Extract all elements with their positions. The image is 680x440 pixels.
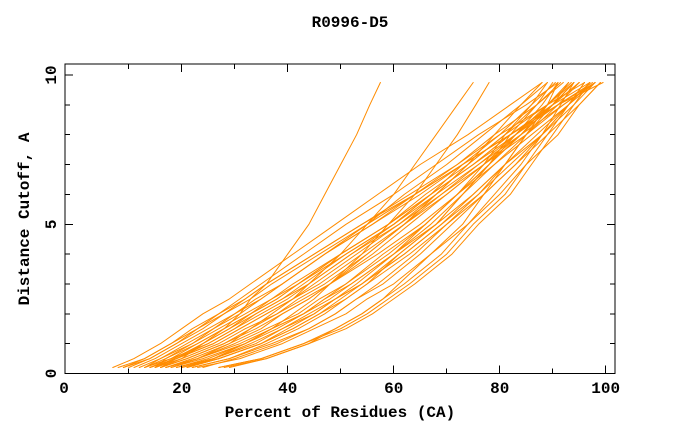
x-tick-label: 0 [59,380,69,398]
model-curve [181,82,591,368]
model-curve [165,82,575,368]
model-curve [138,82,593,368]
plot-frame [64,63,616,374]
x-tick-label: 80 [490,380,509,398]
model-curve [191,82,585,368]
model-curve [223,82,591,368]
y-tick-label: 10 [43,65,61,84]
model-curve [170,82,474,368]
model-curve [197,82,601,368]
model-curve [154,82,596,368]
model-curve [160,82,381,368]
model-curve [112,82,543,368]
model-curve [228,82,559,368]
model-curve [160,82,580,368]
y-axis-title: Distance Cutoff, A [16,132,34,305]
model-curve [186,82,601,368]
x-tick-label: 20 [172,380,191,398]
model-curve [154,82,572,368]
axes-layer: 0 20 40 60 80 100 0 5 10 [43,63,620,398]
model-curve [149,82,562,368]
chart-title: R0996-D5 [312,14,389,32]
model-curve [165,82,543,368]
model-curve [218,82,585,368]
model-curve [154,82,575,368]
model-curve [202,82,570,368]
y-tick-label: 5 [43,219,61,229]
model-curve [149,82,580,368]
x-tick-label: 60 [384,380,403,398]
x-tick-label: 40 [278,380,297,398]
model-curve [144,82,548,368]
y-tick-label: 0 [43,369,61,379]
x-axis-title: Percent of Residues (CA) [225,404,455,422]
curves-layer [112,82,604,368]
model-curve [218,82,575,368]
model-curve [186,82,490,368]
model-curve [160,82,591,368]
x-tick-label: 100 [591,380,620,398]
model-curve [128,82,604,368]
model-curve [122,82,559,368]
